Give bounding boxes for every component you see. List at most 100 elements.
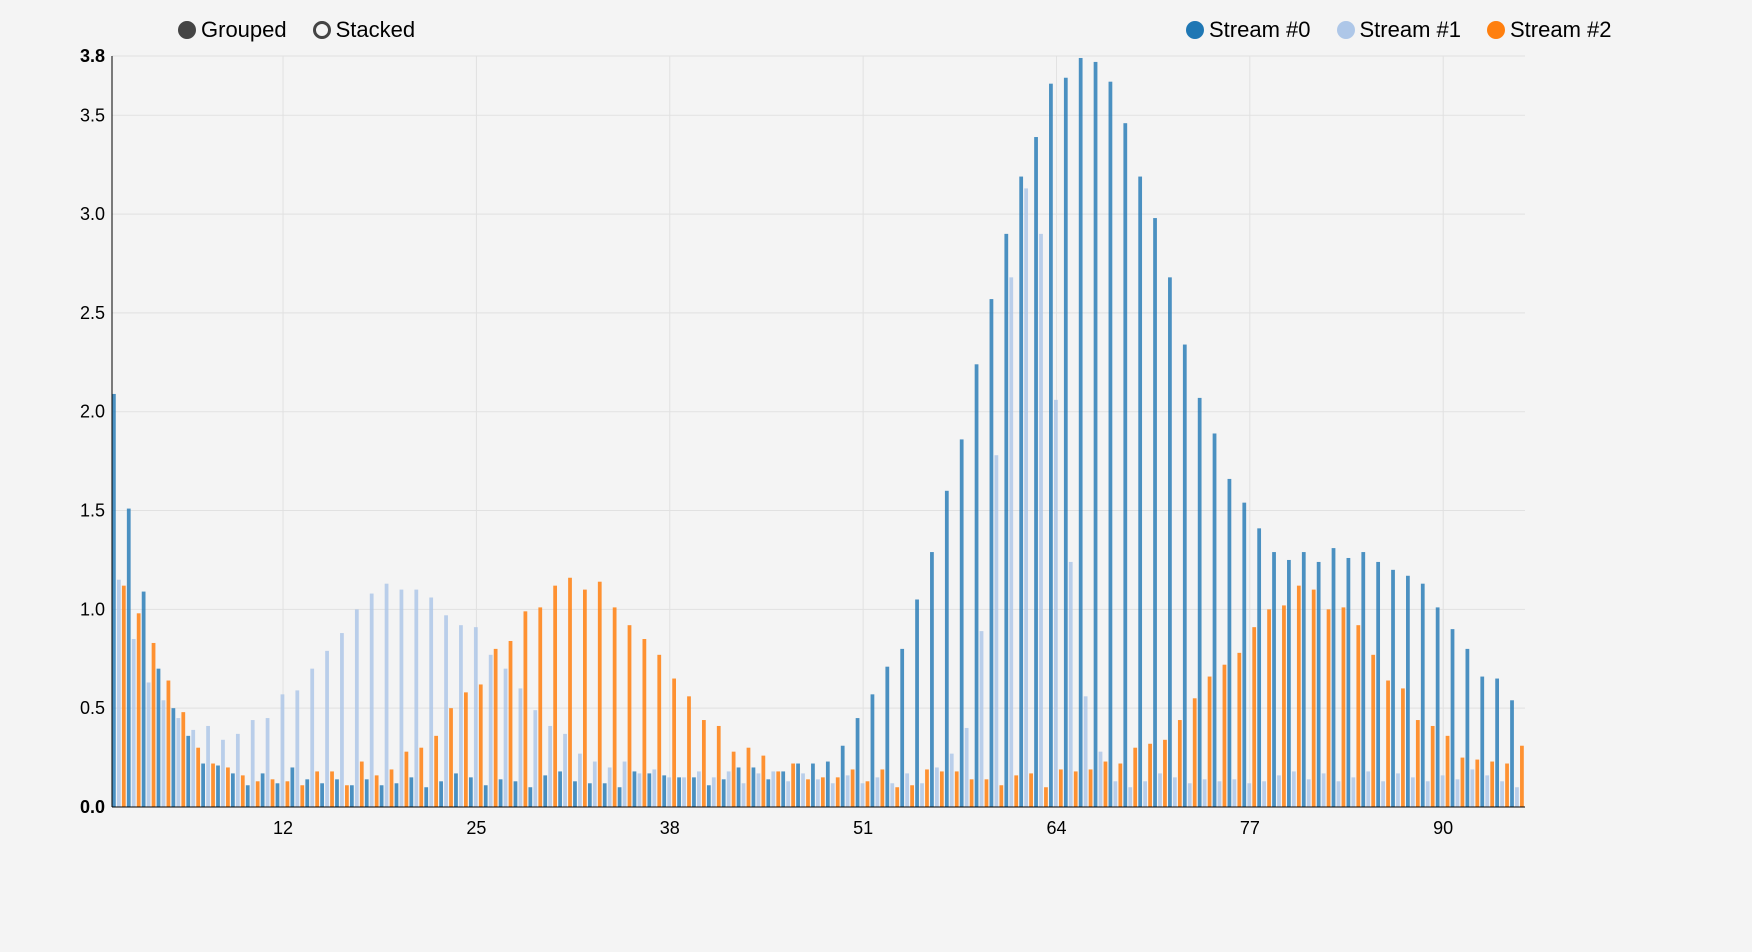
bar-stream-2[interactable] [1460,757,1465,807]
stacked-radio-icon[interactable] [312,21,331,39]
bar-stream-2[interactable] [791,763,795,807]
bar-stream-0[interactable] [617,787,622,807]
bar-stream-1[interactable] [1410,777,1415,807]
bar-stream-1[interactable] [1440,775,1445,807]
legend-item-stream-1[interactable]: Stream #1 [1336,17,1461,43]
bar-stream-2[interactable] [880,769,885,807]
bar-stream-2[interactable] [939,771,944,807]
bar-stream-1[interactable] [1068,561,1073,807]
bar-stream-2[interactable] [374,775,379,807]
bar-stream-2[interactable] [151,642,156,807]
bar-stream-0[interactable] [1019,176,1024,807]
bar-stream-2[interactable] [1326,609,1331,807]
bar-stream-0[interactable] [439,781,443,807]
bar-stream-1[interactable] [801,773,805,807]
bar-stream-2[interactable] [627,625,632,807]
bar-stream-0[interactable] [647,773,652,807]
bar-stream-2[interactable] [345,785,349,807]
bar-stream-2[interactable] [820,777,825,807]
bar-stream-0[interactable] [513,781,518,807]
bar-stream-1[interactable] [563,733,567,807]
bar-stream-2[interactable] [1073,771,1078,807]
bar-stream-2[interactable] [1430,725,1435,807]
bar-stream-2[interactable] [1118,763,1123,807]
bar-stream-1[interactable] [1039,233,1043,807]
grouped-radio[interactable]: Grouped [178,17,287,43]
bar-stream-0[interactable] [126,508,131,807]
bar-stream-1[interactable] [1351,777,1356,807]
bar-stream-2[interactable] [850,769,855,807]
bar-stream-0[interactable] [1346,557,1351,807]
bar-stream-2[interactable] [761,755,766,807]
bar-stream-1[interactable] [1291,771,1296,807]
bar-stream-2[interactable] [1237,652,1242,807]
bar-stream-0[interactable] [558,771,562,807]
bar-stream-0[interactable] [1391,569,1395,807]
bar-stream-2[interactable] [553,585,558,807]
bar-stream-1[interactable] [1247,783,1252,807]
bar-stream-1[interactable] [637,773,642,807]
bar-stream-0[interactable] [766,779,771,807]
bar-stream-0[interactable] [1257,528,1262,807]
bar-stream-1[interactable] [414,589,419,807]
bar-stream-2[interactable] [449,708,453,807]
bar-stream-2[interactable] [984,779,989,807]
bar-stream-2[interactable] [330,771,334,807]
bar-stream-0[interactable] [1435,607,1440,807]
bar-stream-0[interactable] [1376,561,1381,807]
bar-stream-2[interactable] [1088,769,1093,807]
bar-stream-2[interactable] [211,763,215,807]
bar-stream-1[interactable] [1396,773,1400,807]
bar-stream-1[interactable] [116,579,121,807]
bar-stream-1[interactable] [1217,781,1222,807]
bar-stream-2[interactable] [493,648,498,807]
bar-stream-1[interactable] [369,593,374,807]
bar-stream-2[interactable] [181,712,186,807]
bar-stream-0[interactable] [1301,552,1306,807]
bar-stream-1[interactable] [280,694,285,807]
bar-stream-1[interactable] [741,783,746,807]
bar-stream-0[interactable] [736,767,741,807]
bar-stream-1[interactable] [1500,781,1504,807]
bar-stream-2[interactable] [1415,720,1420,807]
bar-stream-1[interactable] [1232,779,1237,807]
bar-stream-2[interactable] [1520,745,1524,807]
bar-stream-1[interactable] [1113,781,1118,807]
bar-stream-0[interactable] [573,781,577,807]
bar-stream-1[interactable] [949,753,954,807]
bar-stream-2[interactable] [255,781,260,807]
bar-stream-1[interactable] [444,615,448,807]
bar-stream-0[interactable] [171,708,176,807]
bar-stream-0[interactable] [959,439,964,807]
bar-stream-2[interactable] [240,775,245,807]
bar-stream-1[interactable] [726,771,731,807]
bar-stream-1[interactable] [697,771,701,807]
bar-stream-2[interactable] [1505,763,1509,807]
bar-stream-1[interactable] [1158,773,1162,807]
bar-stream-0[interactable] [944,490,949,807]
bar-stream-0[interactable] [320,783,324,807]
bar-stream-2[interactable] [597,581,602,807]
bar-stream-1[interactable] [399,589,404,807]
bar-stream-1[interactable] [607,767,612,807]
bar-stream-2[interactable] [1386,680,1390,807]
bar-stream-1[interactable] [548,725,553,807]
bar-stream-2[interactable] [389,769,394,807]
bar-stream-0[interactable] [781,771,786,807]
bar-stream-1[interactable] [890,783,895,807]
bar-stream-2[interactable] [1014,775,1019,807]
bar-stream-2[interactable] [523,611,528,807]
bar-stream-2[interactable] [1311,589,1316,807]
bar-stream-1[interactable] [1455,779,1460,807]
bar-stream-2[interactable] [687,696,691,807]
bar-stream-1[interactable] [221,739,225,807]
bar-stream-2[interactable] [464,692,468,807]
bar-stream-1[interactable] [592,761,597,807]
bar-stream-0[interactable] [1272,552,1276,807]
bar-stream-1[interactable] [845,775,850,807]
grouped-radio-icon[interactable] [178,21,196,39]
bar-stream-0[interactable] [335,779,339,807]
bar-stream-0[interactable] [1004,233,1009,807]
bar-stream-2[interactable] [1058,769,1063,807]
bar-stream-2[interactable] [1490,761,1495,807]
